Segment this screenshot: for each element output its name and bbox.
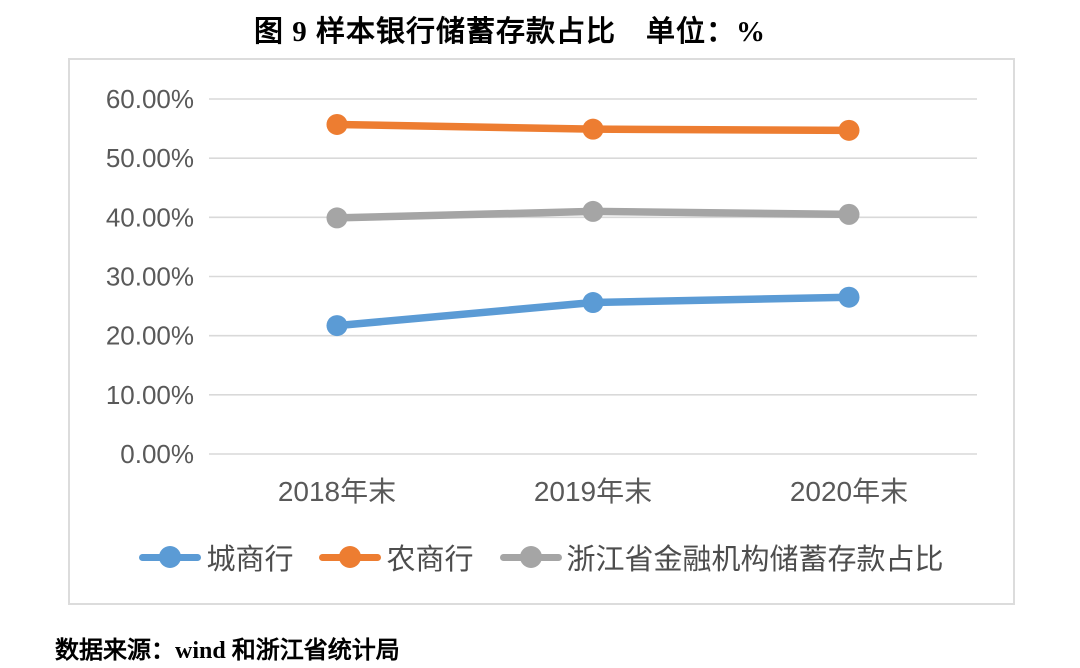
y-axis-tick-label: 0.00% xyxy=(120,439,194,469)
y-axis-tick-label: 50.00% xyxy=(106,143,194,173)
legend-label: 农商行 xyxy=(386,544,474,576)
legend-label: 城商行 xyxy=(206,544,294,576)
chart-title: 图 9 样本银行储蓄存款占比 单位：% xyxy=(253,16,766,48)
data-point-marker xyxy=(582,292,604,314)
data-point-marker xyxy=(326,315,348,337)
legend-line-marker-icon xyxy=(139,545,202,569)
y-axis-tick-label: 60.00% xyxy=(106,84,194,114)
data-point-marker xyxy=(326,113,348,135)
legend-line-marker-icon xyxy=(319,545,382,569)
chart-container: 0.00% 10.00% 20.00% 30.00% 40.00% 50.00% 60.00… xyxy=(68,58,1015,605)
legend-item: 浙江省金融机构储蓄存款占比 xyxy=(499,536,944,578)
chart-legend: 城商行 农商行 浙江省金融机构储蓄存款占比 xyxy=(70,536,1013,578)
x-axis-tick-label: 2019年末 xyxy=(534,476,652,507)
data-point-marker xyxy=(838,203,860,225)
legend-item: 城商行 xyxy=(139,536,293,578)
y-axis-tick-label: 10.00% xyxy=(106,380,194,410)
data-point-marker xyxy=(326,207,348,229)
chart-svg: 0.00% 10.00% 20.00% 30.00% 40.00% 50.00% 60.00… xyxy=(106,84,977,507)
y-axis-tick-label: 30.00% xyxy=(106,262,194,292)
legend-line-marker-icon xyxy=(499,545,562,569)
x-axis-tick-label: 2018年末 xyxy=(278,476,396,507)
data-source: 数据来源：wind 和浙江省统计局 xyxy=(55,638,400,664)
x-axis-tick-label: 2020年末 xyxy=(790,476,908,507)
data-point-marker xyxy=(838,286,860,308)
data-point-marker xyxy=(838,119,860,141)
y-axis-tick-label: 20.00% xyxy=(106,321,194,351)
data-point-marker xyxy=(582,200,604,222)
legend-item: 农商行 xyxy=(319,536,474,578)
data-point-marker xyxy=(582,118,604,140)
legend-label: 浙江省金融机构储蓄存款占比 xyxy=(566,544,944,576)
y-axis-tick-label: 40.00% xyxy=(106,202,194,232)
